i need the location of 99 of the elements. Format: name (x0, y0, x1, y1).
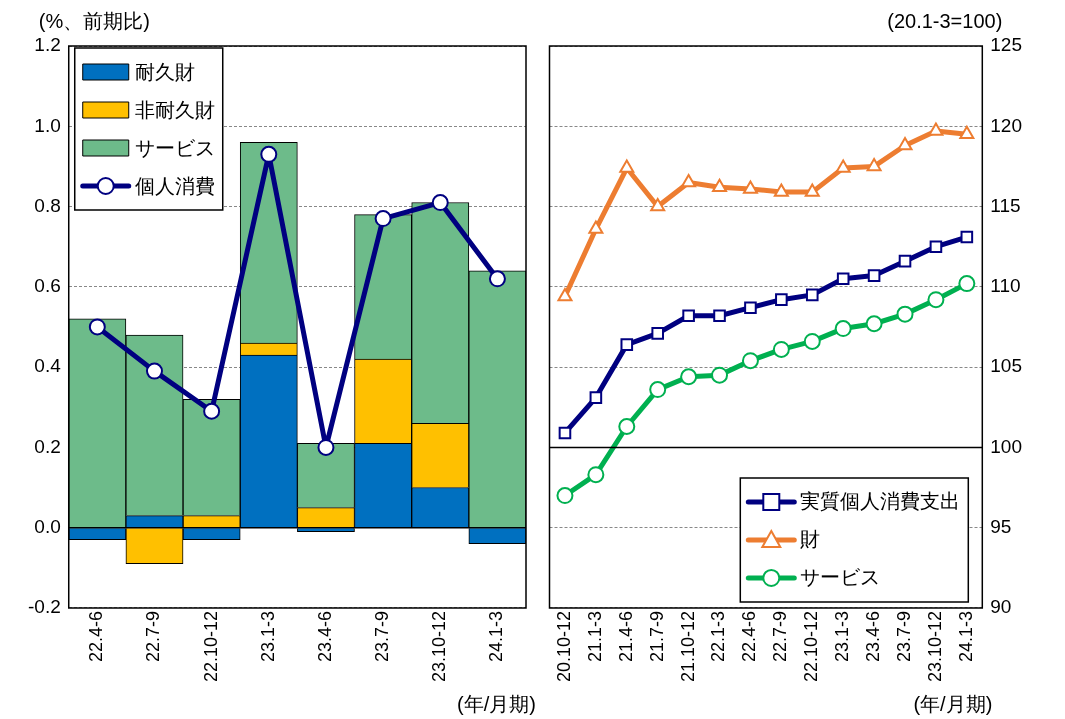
y-tick-label: -0.2 (27, 596, 61, 618)
legend-label: サービス (800, 566, 881, 589)
y-axis-title: (%、前期比) (38, 9, 150, 32)
point (619, 159, 635, 173)
point (589, 391, 603, 404)
point (88, 318, 106, 336)
x-tick-label: 22.7-9 (770, 610, 791, 662)
y2-tick-label: 105 (990, 355, 1022, 377)
y-tick-label: 0.2 (34, 435, 61, 457)
point (317, 438, 335, 456)
point (651, 327, 664, 340)
x-tick-label: 20.10-12 (553, 610, 574, 682)
x-tick-label: 22.1-3 (708, 610, 729, 662)
y2-tick-label: 110 (990, 275, 1021, 297)
x-tick-label: 22.10-12 (200, 610, 221, 682)
y2-tick-label: 125 (990, 34, 1022, 56)
point (805, 288, 819, 302)
x-tick-label: 23.1-3 (832, 610, 853, 662)
point (681, 173, 697, 188)
y2-tick-label: 90 (990, 596, 1012, 618)
y-tick-label: 1.0 (34, 114, 61, 136)
x-tick-label: 23.7-9 (893, 610, 914, 662)
x-axis-title: (年/月期) (913, 692, 993, 715)
point (928, 122, 944, 136)
x-tick-label: 23.10-12 (429, 610, 450, 682)
x-tick-label: 23.4-6 (863, 610, 884, 662)
y-tick-label: 0.4 (34, 355, 62, 377)
x-tick-label: 22.10-12 (801, 610, 822, 682)
point (260, 145, 278, 163)
y-tick-label: 0.0 (34, 515, 61, 537)
y2-tick-label: 100 (990, 435, 1022, 457)
point (741, 352, 759, 370)
point (618, 418, 636, 436)
point (431, 194, 449, 212)
point (620, 338, 634, 351)
y-tick-label: 0.6 (34, 275, 61, 297)
point (742, 180, 758, 194)
legend-label: 実質個人消費支出 (800, 490, 961, 513)
point (836, 272, 850, 286)
point (865, 315, 883, 333)
point (588, 220, 604, 234)
legend-label: 財 (800, 528, 821, 551)
point (488, 270, 506, 288)
y2-tick-label: 95 (990, 515, 1012, 537)
x-tick-label: 21.4-6 (615, 610, 636, 662)
point (804, 183, 820, 197)
point (680, 368, 698, 386)
x-tick-label: 22.7-9 (143, 610, 164, 662)
point (897, 137, 913, 151)
y2-tick-label: 120 (990, 114, 1022, 136)
point (145, 362, 163, 380)
point (682, 309, 695, 323)
x-tick-label: 21.10-12 (677, 610, 698, 682)
point (834, 320, 852, 338)
point (835, 159, 851, 173)
x-tick-label: 24.1-3 (955, 610, 976, 662)
x-tick-label: 21.1-3 (584, 610, 605, 662)
point (803, 332, 821, 350)
x-tick-label: 23.10-12 (924, 610, 945, 682)
point (958, 275, 976, 293)
x-tick-label: 23.4-6 (314, 610, 335, 662)
x-tick-label: 22.4-6 (86, 610, 107, 662)
x-axis-title: (年/月期) (457, 692, 536, 715)
point (744, 301, 757, 315)
point (775, 293, 788, 306)
point (711, 366, 729, 384)
point (960, 230, 974, 244)
y2-axis-title: (20.1-3=100) (887, 9, 1003, 32)
point (866, 157, 882, 172)
point (203, 402, 221, 420)
point (867, 269, 881, 282)
x-tick-label: 21.7-9 (646, 610, 667, 662)
point (556, 487, 574, 505)
point (773, 183, 789, 197)
x-tick-label: 22.4-6 (739, 610, 760, 662)
legend-label: 非耐久財 (134, 98, 215, 121)
y2-tick-label: 115 (990, 194, 1021, 216)
point (374, 210, 392, 228)
point (959, 125, 975, 140)
legend-label: 個人消費 (134, 174, 215, 197)
point (587, 466, 605, 484)
point (557, 287, 573, 302)
point (927, 291, 945, 309)
x-tick-label: 23.7-9 (372, 610, 393, 662)
point (772, 340, 790, 358)
x-tick-label: 24.1-3 (486, 610, 507, 662)
point (650, 198, 666, 212)
x-tick-label: 23.1-3 (257, 610, 278, 662)
point (896, 305, 914, 323)
point (649, 381, 667, 399)
legend-label: 耐久財 (134, 60, 195, 83)
point (558, 426, 572, 440)
point (713, 309, 726, 323)
point (712, 178, 728, 193)
y-tick-label: 0.8 (34, 194, 61, 216)
legend-label: サービス (134, 136, 215, 159)
y-tick-label: 1.2 (34, 34, 61, 56)
point (929, 240, 943, 253)
point (898, 254, 912, 268)
